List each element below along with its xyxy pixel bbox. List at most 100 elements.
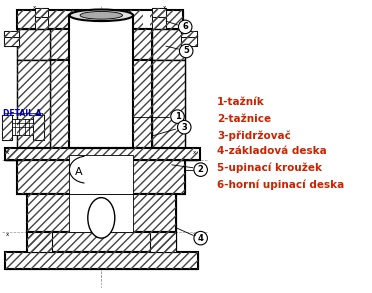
Bar [33,115,44,140]
Bar [179,149,198,160]
Bar [4,31,19,37]
Bar [153,8,166,17]
Bar [179,149,198,160]
Bar [35,8,48,17]
Bar [133,60,153,149]
Bar [133,29,153,60]
Bar [70,194,133,232]
Bar [33,115,44,140]
Bar [17,155,70,194]
Circle shape [171,110,184,123]
Bar [4,31,19,37]
Bar [50,9,68,29]
Bar [17,155,70,194]
Bar [151,9,183,29]
Bar [133,29,153,60]
Bar [133,155,185,194]
Bar [2,115,12,140]
Bar [50,60,70,149]
Bar [27,194,70,232]
Bar [153,29,185,60]
Bar [27,232,52,252]
Bar [27,232,176,252]
Bar [70,155,133,194]
Bar [5,252,198,269]
Bar [5,149,185,160]
Bar [50,9,68,29]
Bar [133,60,153,149]
Bar [17,29,50,60]
Bar [70,15,133,149]
Bar [153,8,166,17]
Bar [35,17,48,31]
Bar [182,35,197,46]
Bar [4,35,19,46]
Text: 2-tažnice: 2-tažnice [217,114,271,124]
Bar [182,31,197,37]
Bar [182,31,197,37]
Bar [5,252,198,269]
Bar [50,29,70,60]
Ellipse shape [80,11,122,19]
Bar [27,194,176,232]
Text: A: A [75,167,83,177]
Text: DETAIL A: DETAIL A [3,109,41,118]
Bar [153,8,166,17]
Bar [179,149,198,160]
Bar [2,115,12,140]
Circle shape [177,120,191,134]
Text: x: x [6,150,9,155]
Bar [151,9,183,29]
Bar [153,60,185,149]
Bar [12,120,33,135]
Text: 4: 4 [198,234,203,243]
Bar [153,17,166,31]
Bar [5,149,185,160]
Bar [151,232,176,252]
Bar [153,60,185,149]
Circle shape [194,231,208,245]
Bar [17,9,50,29]
Bar [50,9,143,29]
Text: x: x [6,232,9,237]
Bar [4,31,19,37]
Bar [153,60,185,149]
Text: 5-upinací kroužek: 5-upinací kroužek [217,163,322,173]
Bar [116,9,133,29]
Bar [5,149,24,160]
Bar [35,8,48,17]
Text: 3-přidržovač: 3-přidržovač [217,130,291,141]
Bar [17,9,183,29]
Bar [153,17,166,31]
Bar [133,194,176,232]
Text: 5: 5 [183,47,189,55]
Bar [27,232,52,252]
Circle shape [179,44,193,58]
Bar [17,29,50,60]
Text: x: x [193,150,196,155]
Bar [17,9,50,29]
Bar [50,29,153,60]
Bar [35,17,48,31]
Bar [50,60,70,149]
Bar [5,149,200,160]
Text: x: x [193,232,196,237]
Circle shape [179,20,192,34]
Bar [133,194,176,232]
Bar [27,194,70,232]
Bar [17,60,50,149]
Bar [27,232,176,252]
Bar [50,29,70,60]
Bar [17,155,185,194]
Text: 6: 6 [182,22,188,31]
Text: 4-základová deska: 4-základová deska [217,146,327,156]
Bar [50,60,153,149]
Bar [182,31,197,37]
Bar [153,29,185,60]
Bar [35,17,48,31]
Bar [17,60,50,149]
Bar [182,35,197,46]
Bar [4,35,19,46]
Text: x: x [163,5,167,10]
Text: 2: 2 [198,165,203,174]
